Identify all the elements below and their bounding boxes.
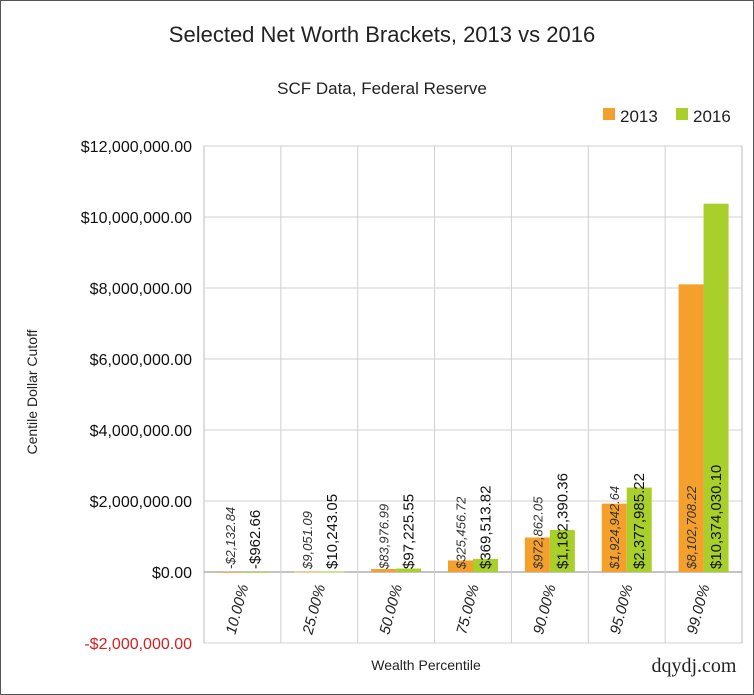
bar-2013-95.00% [601, 503, 627, 572]
bars [217, 203, 729, 573]
data-label-2016: $2,377,985.22 [631, 473, 648, 569]
data-label-2016: $369,513.82 [478, 486, 495, 569]
bar-2013-99.00% [678, 284, 704, 572]
data-label-2013: $9,051.09 [300, 511, 315, 570]
y-tick-label: $6,000,000.00 [90, 352, 192, 369]
legend-swatch-2013 [603, 108, 615, 120]
bar-2016-25.00% [319, 571, 345, 573]
data-label-2016: $10,243.05 [324, 494, 341, 569]
data-label-2013: -$2,132.84 [223, 507, 238, 569]
bar-2013-10.00% [217, 572, 243, 573]
x-tick-label: 90.00% [530, 583, 560, 637]
data-label-2013: $8,102,708.22 [684, 485, 699, 570]
x-tick-label: 99.00% [684, 583, 714, 637]
y-tick-label: $0.00 [152, 565, 192, 582]
legend-label-2013: 2013 [620, 107, 658, 126]
legend-label-2016: 2016 [693, 107, 731, 126]
data-label-2013: $325,456.72 [454, 496, 469, 570]
x-tick-label: 75.00% [453, 583, 483, 637]
y-axis-label: Centile Dollar Cutoff [24, 329, 40, 454]
data-labels: -$2,132.84 -$962.66 $9,051.09 $10,243.05 $83… [223, 465, 725, 570]
y-tick-label: $10,000,000.00 [81, 210, 192, 227]
legend-swatch-2016 [676, 108, 688, 120]
y-tick-label: $2,000,000.00 [90, 494, 192, 511]
data-label-2016: $10,374,030.10 [708, 465, 725, 569]
data-label-2016: $1,182,390.36 [554, 473, 571, 569]
legend: 2013 2016 [603, 107, 731, 126]
data-label-2013: $1,924,942.64 [607, 486, 622, 570]
x-axis-ticks: 10.00% 25.00% 50.00% 75.00% 90.00% 95.00% 99.0… [223, 583, 714, 638]
y-tick-label: -$2,000,000.00 [84, 636, 192, 653]
bar-2013-90.00% [524, 537, 550, 572]
y-axis-ticks: $12,000,000.00 $10,000,000.00 $8,000,000.0… [81, 139, 192, 653]
bar-2013-50.00% [371, 569, 397, 572]
data-label-2016: -$962.66 [247, 510, 264, 569]
x-axis-label: Wealth Percentile [371, 657, 481, 673]
y-tick-label: $12,000,000.00 [81, 139, 192, 156]
bar-2016-10.00% [242, 572, 268, 573]
bar-2013-75.00% [448, 560, 473, 572]
bar-2016-50.00% [396, 568, 422, 572]
x-tick-label: 50.00% [376, 583, 406, 637]
x-tick-label: 10.00% [223, 583, 253, 637]
bar-2016-75.00% [473, 558, 498, 572]
source-credit: dqydj.com [652, 655, 737, 677]
y-tick-label: $8,000,000.00 [90, 281, 192, 298]
chart-title: Selected Net Worth Brackets, 2013 vs 201… [169, 22, 595, 47]
chart-subtitle: SCF Data, Federal Reserve [277, 79, 487, 98]
x-tick-label: 25.00% [299, 583, 329, 638]
bar-2013-25.00% [294, 571, 320, 573]
bar-2016-95.00% [626, 487, 652, 572]
x-tick-label: 95.00% [607, 583, 637, 637]
bar-2016-90.00% [549, 530, 575, 572]
gridlines [203, 145, 743, 644]
bar-2016-99.00% [703, 203, 729, 572]
data-label-2013: $83,976.99 [377, 504, 392, 570]
data-label-2016: $97,225.55 [401, 494, 418, 569]
data-label-2013: $972,862.05 [530, 496, 545, 570]
y-tick-label: $4,000,000.00 [90, 423, 192, 440]
